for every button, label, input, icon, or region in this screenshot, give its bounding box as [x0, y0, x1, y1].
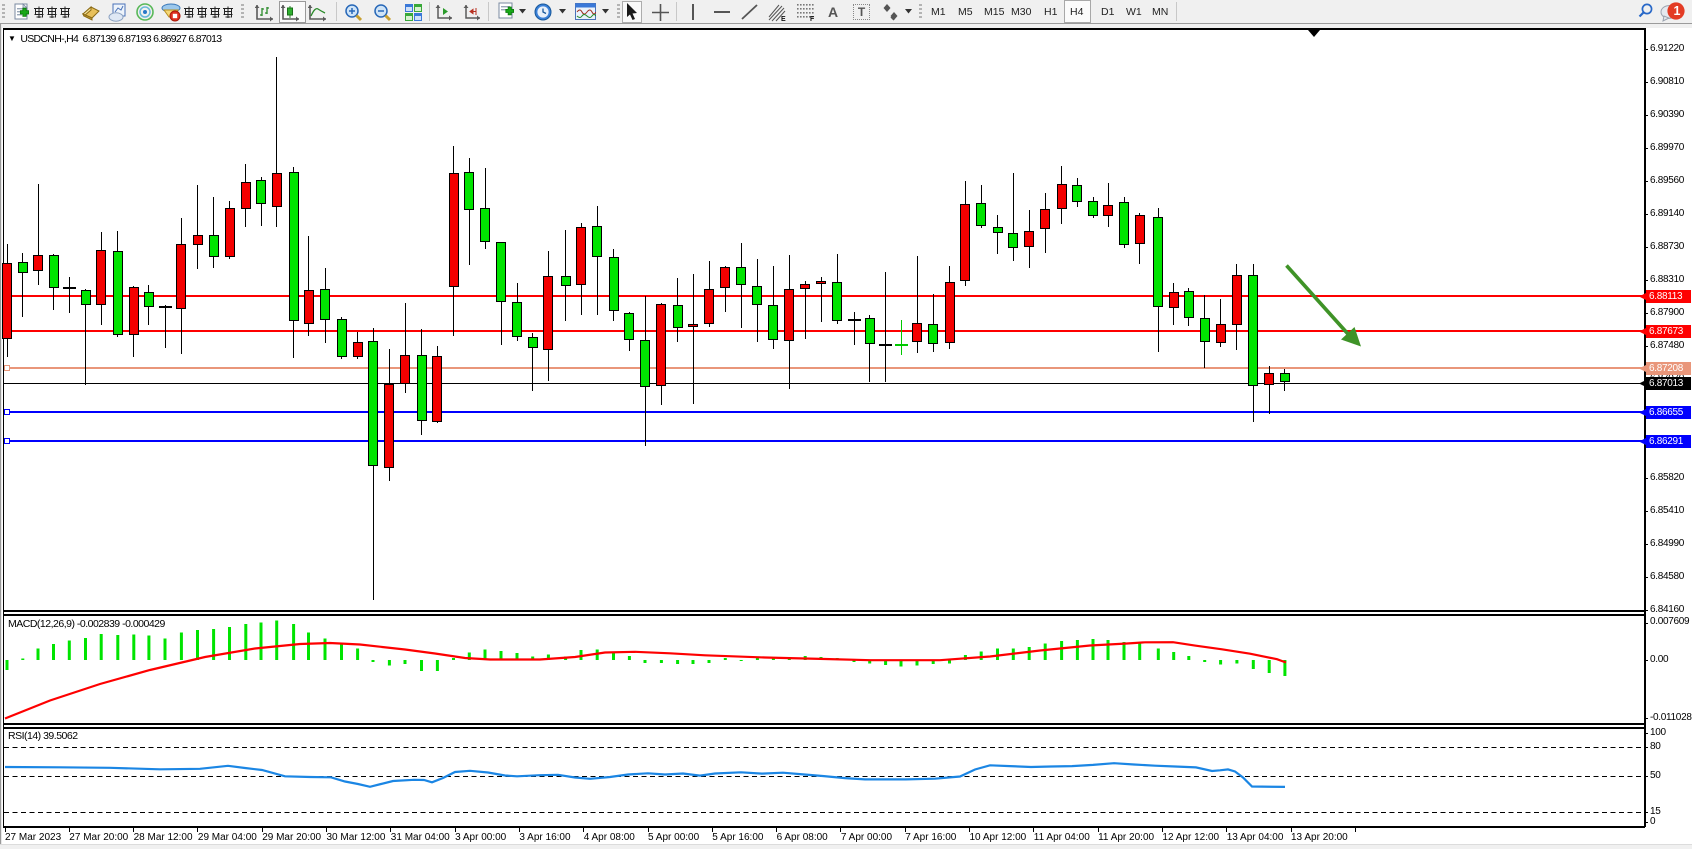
svg-text:E: E [781, 16, 786, 22]
svg-text:1: 1 [1674, 4, 1681, 18]
svg-text:F: F [810, 16, 815, 22]
